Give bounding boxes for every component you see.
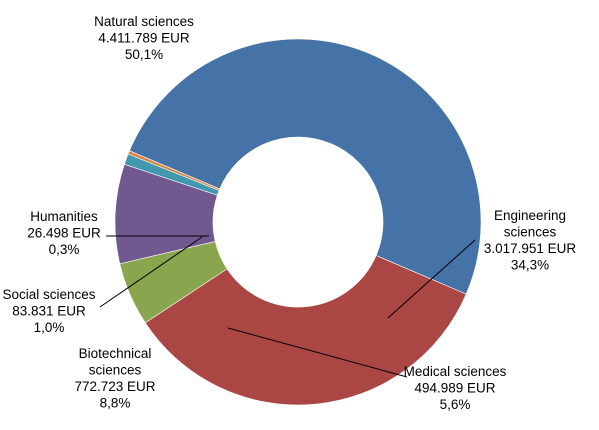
label-category-natural-sciences: Natural sciences (94, 14, 194, 29)
label-value-natural-sciences: 4.411.789 EUR (98, 31, 190, 46)
data-label-engineering-sciences: Engineering sciences 3.017.951 EUR 34,3% (484, 208, 577, 273)
data-labels-group: Natural sciences 4.411.789 EUR 50,1% Engine… (2, 14, 576, 412)
data-label-natural-sciences: Natural sciences 4.411.789 EUR 50,1% (94, 14, 194, 62)
slice-engineering-sciences (144, 255, 467, 406)
label-percent-social-sciences: 1,0% (34, 320, 65, 335)
label-value-engineering-sciences: 3.017.951 EUR (484, 241, 577, 256)
label-percent-engineering-sciences: 34,3% (511, 258, 549, 273)
data-label-social-sciences: Social sciences 83.831 EUR 1,0% (2, 287, 95, 335)
label-category-engineering-sciences: Engineering (494, 208, 566, 223)
label-percent-biotechnical-sciences: 8,8% (100, 396, 131, 411)
label-percent-humanities: 0,3% (49, 242, 80, 257)
label-value-medical-sciences: 494.989 EUR (414, 381, 495, 396)
label-value-biotechnical-sciences: 772.723 EUR (74, 379, 155, 394)
data-label-humanities: Humanities 26.498 EUR 0,3% (27, 209, 101, 257)
leader-lines-group (99, 235, 476, 378)
label-category-humanities: Humanities (30, 209, 98, 224)
label-category-social-sciences: Social sciences (2, 287, 95, 302)
slice-humanities (127, 150, 221, 191)
label-value-humanities: 26.498 EUR (27, 226, 101, 241)
label-category-medical-sciences: Medical sciences (404, 364, 507, 379)
slices-group (114, 38, 482, 406)
label-category-biotechnical-sciences: Biotechnical (79, 346, 152, 361)
label-category-biotechnical-sciences: sciences (89, 363, 142, 378)
label-category-engineering-sciences: sciences (504, 225, 557, 240)
data-label-biotechnical-sciences: Biotechnical sciences 772.723 EUR 8,8% (74, 346, 155, 411)
label-percent-medical-sciences: 5,6% (440, 397, 471, 412)
data-label-medical-sciences: Medical sciences 494.989 EUR 5,6% (404, 364, 507, 412)
label-value-social-sciences: 83.831 EUR (12, 304, 86, 319)
label-percent-natural-sciences: 50,1% (125, 47, 163, 62)
leader-line-social-sciences (99, 236, 203, 308)
leader-line-engineering-sciences (387, 239, 476, 319)
slice-natural-sciences (129, 38, 482, 295)
leader-line-medical-sciences (227, 327, 408, 378)
